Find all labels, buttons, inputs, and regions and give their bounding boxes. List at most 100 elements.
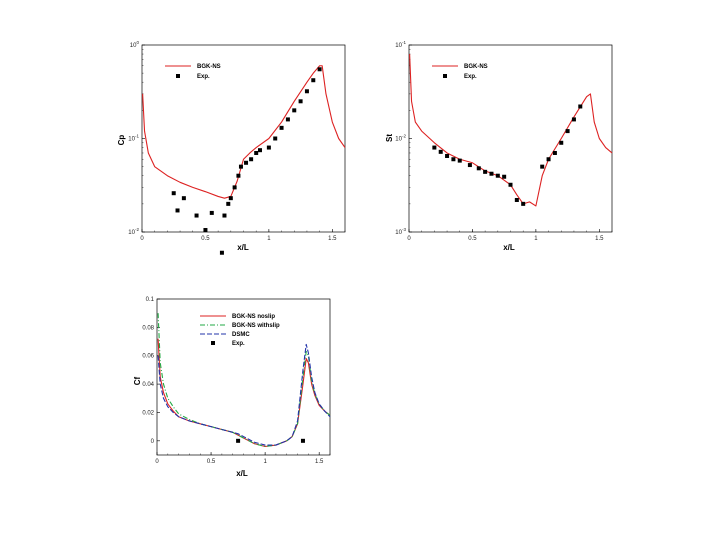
- cf-plot-area: 0 0.5 1 1.5 0.1 0.08 0.06 0.04 0.02 0 BGK-NS nos…: [142, 297, 331, 465]
- st-exp-point: [546, 157, 551, 162]
- st-y-axis-title: St: [385, 134, 394, 142]
- st-y-tick-labels: 10-110-210-3: [395, 40, 406, 236]
- cp-exp-point: [238, 164, 243, 169]
- st-exp-point: [559, 140, 564, 145]
- cf-x-tick-label: 1: [263, 459, 267, 465]
- cp-exp-point: [273, 136, 278, 141]
- cp-exp-point: [304, 89, 309, 94]
- cp-legend-label: Exp.: [197, 74, 210, 80]
- st-exp-point: [571, 117, 576, 122]
- st-y-tick-label: 10-3: [395, 227, 406, 236]
- cp-series-layer: [142, 65, 346, 199]
- cf-y-axis-title: Cf: [133, 376, 142, 385]
- cf-y-tick-label: 0.02: [142, 410, 154, 416]
- cp-x-axis-title: x/L: [237, 243, 249, 252]
- st-exp-point: [432, 145, 437, 150]
- cp-legend-swatch-marker: [176, 74, 180, 78]
- cp-y-axis-title: Cp: [117, 135, 126, 146]
- cp-y-tick-label: 10-2: [128, 227, 139, 236]
- cf-y-tick-label: 0: [151, 439, 155, 445]
- cp-x-tick-labels: 0 0.5 1 1.5: [140, 236, 337, 242]
- st-exp-point: [457, 158, 462, 163]
- cf-legend-label: Exp.: [232, 341, 245, 347]
- cp-x-tick-label: 1.5: [328, 236, 337, 242]
- cp-legend: BGK-NS Exp.: [165, 64, 221, 80]
- cf-legend-label: DSMC: [232, 332, 250, 338]
- st-legend-swatch-marker: [443, 74, 447, 78]
- cf-x-tick-label: 1.5: [315, 459, 324, 465]
- st-exp-point: [565, 129, 570, 134]
- cp-exp-point: [236, 173, 241, 178]
- cp-y-tick-base: 10: [130, 43, 137, 49]
- st-exp-point: [445, 153, 450, 158]
- st-x-tick-label: 0.5: [468, 236, 477, 242]
- cp-exp-point: [222, 213, 227, 218]
- st-tick-marks: [408, 44, 613, 233]
- cp-exp-point: [175, 208, 180, 213]
- st-exp-point: [578, 104, 583, 109]
- st-legend-label: Exp.: [464, 74, 477, 80]
- st-exp-point: [495, 173, 500, 178]
- cp-x-tick-label: 1: [267, 236, 271, 242]
- cp-exp-point: [203, 228, 208, 233]
- st-x-tick-label: 1: [534, 236, 538, 242]
- cf-series-layer: [157, 313, 331, 448]
- cp-exp-point: [254, 150, 259, 155]
- cp-exp-point: [219, 250, 224, 255]
- cp-exp-point: [194, 213, 199, 218]
- cf-y-tick-label: 0.08: [142, 325, 154, 331]
- st-exp-point: [438, 149, 443, 154]
- st-y-tick-base: 10: [395, 137, 402, 143]
- cp-exp-point: [285, 117, 290, 122]
- cf-y-tick-label: 0.06: [142, 354, 154, 360]
- cf-exp-point: [236, 438, 241, 443]
- cp-exp-points: [171, 67, 322, 255]
- cp-y-tick-exponent: 0: [136, 40, 139, 45]
- st-x-tick-label: 0: [407, 236, 411, 242]
- st-exp-point: [508, 182, 513, 187]
- st-y-tick-exponent: -2: [402, 134, 406, 139]
- cp-exp-point: [257, 148, 262, 153]
- st-y-tick-base: 10: [395, 230, 402, 236]
- cf-legend: BGK-NS noslip BGK-NS withslip DSMC Exp.: [200, 314, 280, 347]
- st-exp-points: [432, 104, 583, 206]
- cf-exp-point: [300, 438, 305, 443]
- st-x-tick-labels: 0 0.5 1 1.5: [407, 236, 604, 242]
- cf-chart: 0 0.5 1 1.5 0.1 0.08 0.06 0.04 0.02 0 BGK-NS nos…: [133, 297, 331, 478]
- st-exp-point: [476, 166, 481, 171]
- cp-exp-point: [171, 191, 176, 196]
- cf-x-tick-labels: 0 0.5 1 1.5: [155, 459, 324, 465]
- st-x-axis-title: x/L: [503, 243, 515, 252]
- cp-y-tick-exponent: -2: [135, 227, 139, 232]
- cp-exp-point: [279, 125, 284, 130]
- st-legend-label: BGK-NS: [464, 64, 488, 70]
- cp-x-tick-label: 0: [140, 236, 144, 242]
- st-exp-point: [552, 150, 557, 155]
- cp-exp-point: [226, 201, 231, 206]
- cf-legend-label: BGK-NS withslip: [232, 323, 280, 329]
- cp-exp-point: [209, 210, 214, 215]
- st-y-tick-base: 10: [395, 43, 402, 49]
- st-exp-point: [521, 201, 526, 206]
- st-legend: BGK-NS Exp.: [432, 64, 488, 80]
- cp-y-tick-base: 10: [128, 137, 135, 143]
- cf-legend-label: BGK-NS noslip: [232, 314, 275, 320]
- st-y-tick-exponent: -3: [402, 227, 406, 232]
- cp-y-tick-label: 100: [130, 40, 140, 49]
- cp-exp-point: [249, 157, 254, 162]
- st-exp-point: [502, 174, 507, 179]
- st-exp-point: [451, 157, 456, 162]
- st-exp-point: [467, 163, 472, 168]
- cf-y-tick-label: 0.04: [142, 382, 154, 388]
- cf-y-tick-label: 0.1: [146, 297, 155, 303]
- cp-x-tick-label: 0.5: [201, 236, 210, 242]
- st-x-tick-label: 1.5: [595, 236, 604, 242]
- cp-exp-point: [232, 185, 237, 190]
- st-y-tick-label: 10-1: [395, 40, 406, 49]
- cf-exp-points: [236, 438, 305, 443]
